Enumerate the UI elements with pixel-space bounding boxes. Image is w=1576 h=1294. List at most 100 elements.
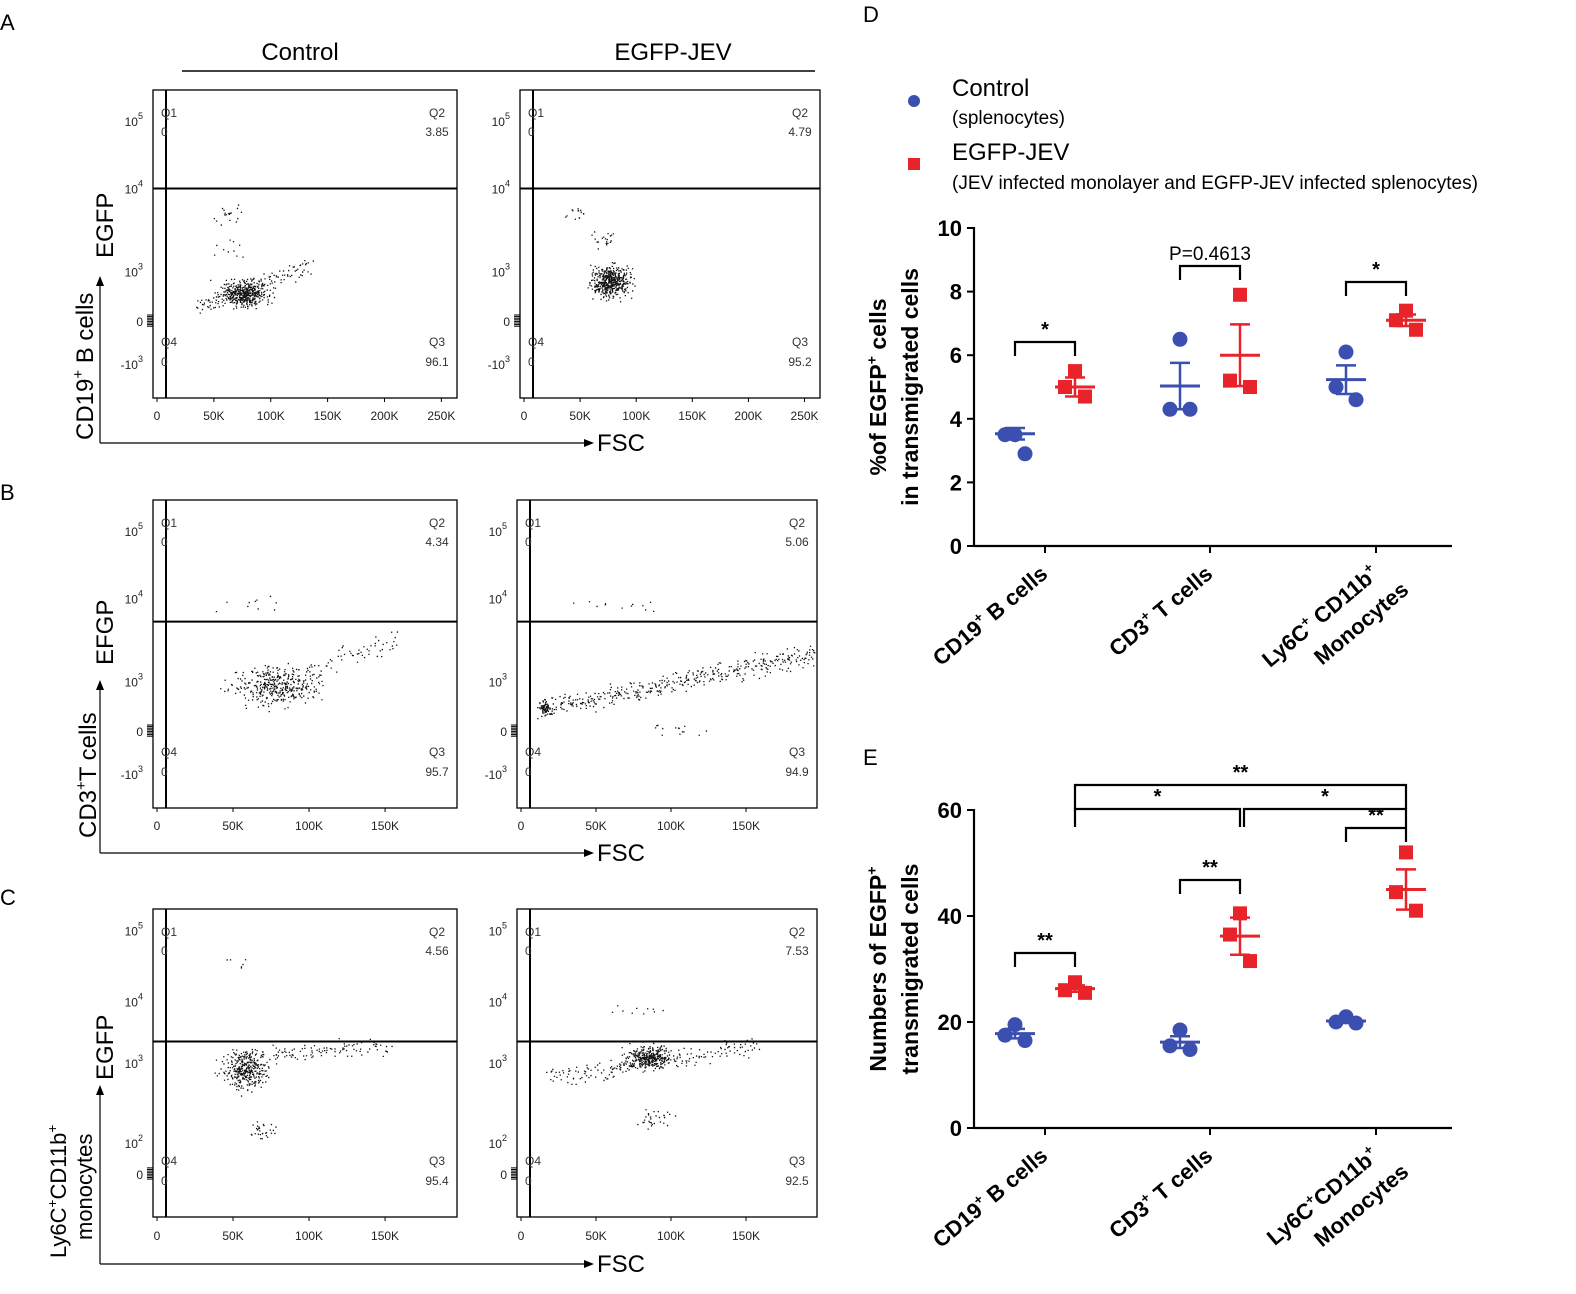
x-tick-label: 100K <box>657 1229 685 1243</box>
significance-label: ** <box>1202 857 1218 879</box>
y-tick-base: 10 <box>125 115 139 129</box>
significance-label: ** <box>1037 930 1053 952</box>
x-tick-label: 100K <box>257 409 285 423</box>
significance-label: * <box>1154 786 1162 808</box>
y-tick-label: 105 <box>125 921 143 939</box>
data-point-circle <box>1162 401 1178 417</box>
y-tick-base: 10 <box>489 995 503 1009</box>
y-tick-exponent: 3 <box>502 764 507 774</box>
x-tick-label: 250K <box>791 409 819 423</box>
quadrant-label-q3: Q3 <box>792 335 808 349</box>
y-axis-label-line1: %of EGFP+ cells <box>864 298 891 475</box>
x-tick-label: 0 <box>518 1229 525 1243</box>
x-axis-arrow-head <box>584 1260 594 1268</box>
y-tick-exponent: 3 <box>138 672 143 682</box>
series-egfp-jev <box>1055 287 1426 404</box>
y-tick-base: 10 <box>125 925 139 939</box>
significance-label: * <box>1321 786 1329 808</box>
y-axis-arrow-head <box>96 276 104 286</box>
label-text: T cells <box>1144 561 1217 628</box>
y-tick-base: -10 <box>121 768 139 782</box>
legend-label-control: Control <box>952 75 1029 102</box>
y-tick-label: 2 <box>950 470 962 495</box>
y-tick-label: 103 <box>489 672 507 690</box>
x-category-label: CD19+ B cells <box>927 560 1052 671</box>
significance-bracket <box>1242 807 1408 827</box>
y-tick-exponent: 3 <box>138 354 143 364</box>
y-tick-base: 0 <box>500 1168 507 1182</box>
scatter-panel-d: D 0 2 4 6 8 10 %of EGFP+ cells in transmigrated … <box>863 2 1452 672</box>
quadrant-value-q1: 0 <box>161 535 168 549</box>
y-axis-label-line2: in transmigrated cells <box>897 268 923 506</box>
data-point-circle <box>1017 1033 1033 1049</box>
y-tick-label: 105 <box>489 921 507 939</box>
data-point-circle <box>997 427 1013 443</box>
y-tick-exponent: 5 <box>138 111 143 121</box>
significance-bracket <box>1073 807 1242 827</box>
x-tick-label: 200K <box>734 409 762 423</box>
y-axis-arrow-head <box>96 680 104 690</box>
x-tick-label: 150K <box>678 409 706 423</box>
y-tick-exponent: 5 <box>138 921 143 931</box>
y-tick-base: 10 <box>125 183 139 197</box>
data-point-square <box>1058 380 1072 394</box>
y-tick-label: 105 <box>489 521 507 539</box>
x-tick-label: 50K <box>222 1229 243 1243</box>
y-tick-base: 10 <box>125 266 139 280</box>
y-tick-label: -103 <box>488 354 510 372</box>
y-tick-base: 0 <box>136 315 143 329</box>
axis-arrows-b: FSC <box>96 680 645 867</box>
quadrant-label-q1: Q1 <box>525 516 541 530</box>
y-tick-label: 104 <box>489 991 507 1009</box>
quadrant-value-q1: 0 <box>525 944 532 958</box>
plot-frame <box>152 89 458 399</box>
superscript-text: + <box>864 356 880 364</box>
plot-frame <box>519 89 821 399</box>
quadrant-value-q4: 0 <box>161 765 168 779</box>
quadrant-value-q4: 0 <box>161 355 168 369</box>
y-axis-label-egfp-c: EGFP <box>92 1015 119 1080</box>
quadrant-label-q3: Q3 <box>429 335 445 349</box>
y-tick-exponent: 3 <box>502 1053 507 1063</box>
quadrant-value-q1: 0 <box>161 125 168 139</box>
y-tick-base: 10 <box>492 183 506 197</box>
quadrant-label-q3: Q3 <box>789 1154 805 1168</box>
quadrant-label-q4: Q4 <box>528 335 544 349</box>
quadrant-value-q3: 95.2 <box>788 355 812 369</box>
y-tick-exponent: 2 <box>138 1133 143 1143</box>
x-tick-label: 50K <box>203 409 224 423</box>
quadrant-value-q3: 94.9 <box>785 765 809 779</box>
quadrant-value-q4: 0 <box>525 1174 532 1188</box>
x-axis-arrow-head <box>584 439 594 447</box>
y-tick-exponent: 5 <box>502 521 507 531</box>
quadrant-value-q2: 4.56 <box>425 944 449 958</box>
label-text: %of EGFP <box>865 364 891 475</box>
y-tick-label: 40 <box>938 904 962 929</box>
legend-label-jev: EGFP-JEV <box>952 139 1069 166</box>
data-point-circle <box>997 1027 1013 1043</box>
quadrant-label-q2: Q2 <box>792 106 808 120</box>
data-point-circle <box>1182 401 1198 417</box>
data-point-square <box>1058 983 1072 998</box>
label-text: CD19 <box>72 379 99 440</box>
quadrant-label-q2: Q2 <box>429 106 445 120</box>
y-tick-label: 103 <box>125 1053 143 1071</box>
y-tick-base: -10 <box>121 358 139 372</box>
significance-bracket <box>1178 264 1242 280</box>
legend-marker-jev <box>908 158 920 170</box>
x-tick-label: 100K <box>295 1229 323 1243</box>
quadrant-label-q1: Q1 <box>525 925 541 939</box>
quadrant-label-q2: Q2 <box>429 925 445 939</box>
quadrant-label-q1: Q1 <box>161 516 177 530</box>
series-egfp-jev <box>1055 845 1426 1000</box>
y-tick-base: 10 <box>125 1057 139 1071</box>
y-tick-base: 10 <box>125 676 139 690</box>
panel-letter-e: E <box>863 745 878 770</box>
y-tick-exponent: 4 <box>505 179 510 189</box>
x-tick-label: 150K <box>371 819 399 833</box>
